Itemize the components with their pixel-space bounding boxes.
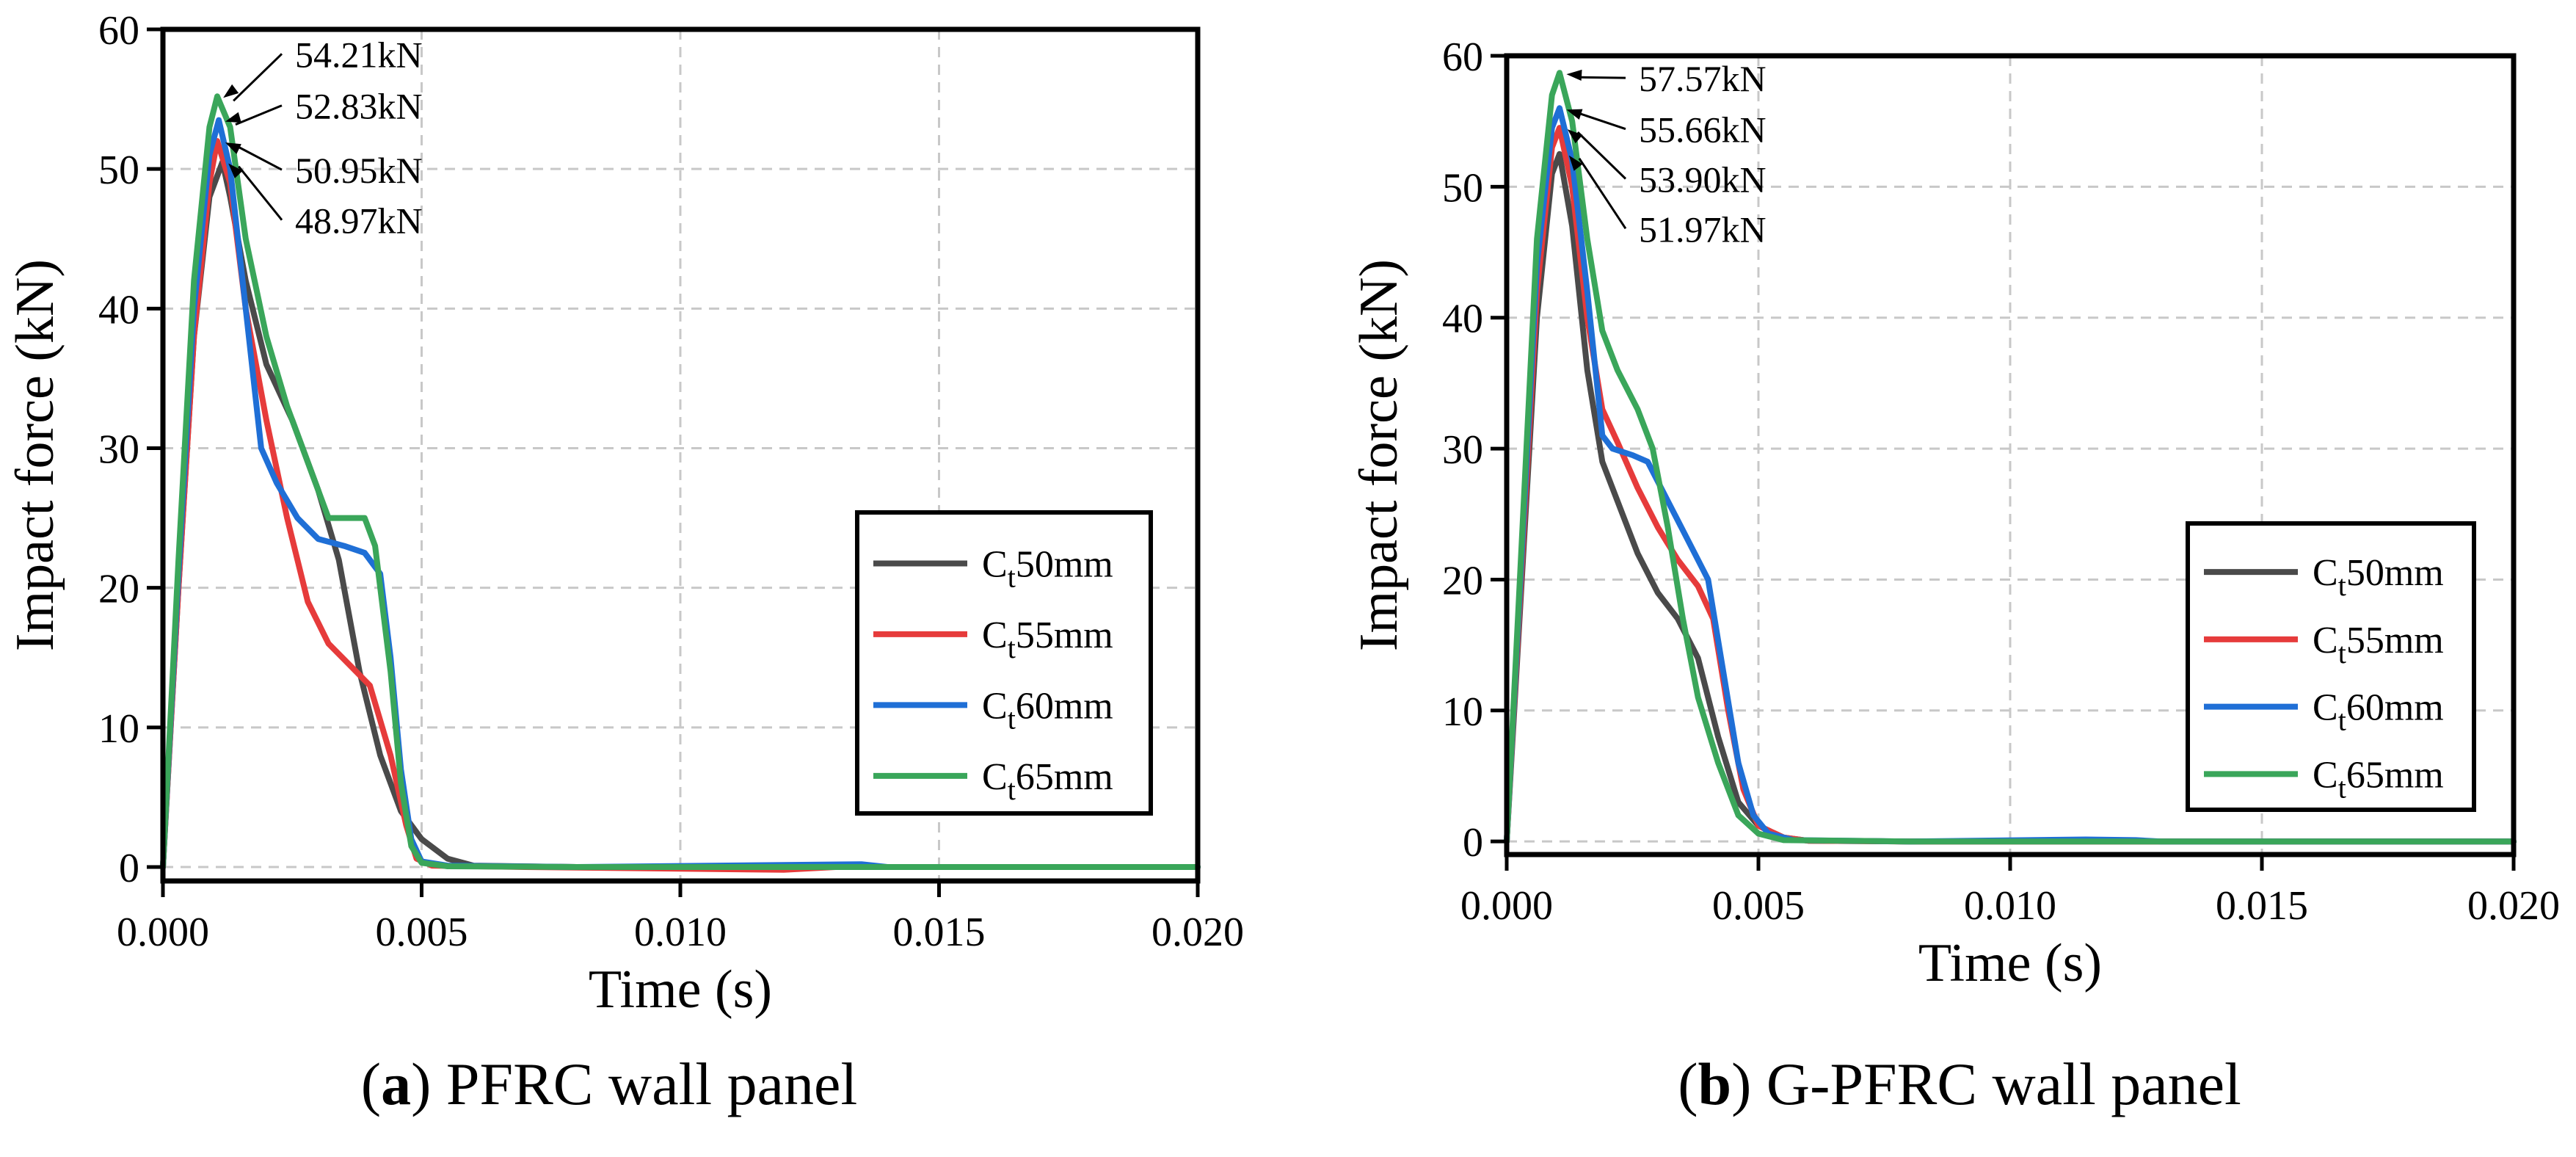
y-axis-label: Impact force (kN) [1349,259,1409,651]
annotation-leader [235,104,283,126]
annotation-leader [233,53,283,102]
y-tick-label: 30 [1442,427,1483,473]
legend-label: Ct65mm [2313,754,2444,804]
annotation-arrowhead [225,142,241,154]
caption-a: (a) PFRC wall panel [360,1051,858,1117]
legend-label: Ct60mm [982,685,1113,735]
y-tick-label: 60 [98,8,139,54]
annotation-label: 52.83kN [295,86,423,127]
legend-label: Ct50mm [2313,552,2444,602]
x-tick-label: 0.000 [117,910,209,955]
x-tick-label: 0.015 [2216,883,2308,929]
annotation-arrowhead [1567,129,1583,144]
chart-panel-b: 57.57kN 55.66kN 53.90kN 51.97kN 0.000 0.005 0.… [1349,35,2560,993]
annotation-arrowhead [1566,109,1583,120]
annotation-leader [1576,131,1627,180]
y-tick-label: 40 [1442,297,1483,342]
annotation-leader [1576,111,1626,131]
legend-label: Ct60mm [2313,687,2444,737]
annotation-label: 57.57kN [1639,58,1767,99]
caption-a-letter: a [381,1051,412,1117]
y-tick-label: 0 [1463,820,1483,866]
legend-label: Ct50mm [982,543,1113,593]
annotation-arrowhead [1566,69,1582,81]
annotation-arrowhead [223,84,239,98]
y-tick-label: 10 [1442,689,1483,735]
y-tick-label: 40 [98,287,139,333]
x-tick-label: 0.005 [376,910,468,955]
x-tick-label: 0.020 [2467,883,2560,929]
annotation-leader [1578,157,1627,230]
y-axis-label: Impact force (kN) [5,259,65,651]
x-tick-label: 0.020 [1151,910,1244,955]
annotation-label: 53.90kN [1639,159,1767,200]
annotation-label: 50.95kN [295,150,423,191]
x-axis-label: Time (s) [1918,933,2102,993]
annotation-leader [238,165,283,221]
y-tick-label: 30 [98,427,139,472]
legend: Ct50mm Ct55mm Ct60mm Ct65mm [855,510,1153,816]
annotation-arrowhead [1568,155,1583,171]
series-line-65mm [160,93,1201,870]
annotation-leader [235,144,283,171]
y-tick-label: 10 [98,706,139,752]
annotation-arrowhead [225,112,241,123]
y-tick-label: 0 [119,846,139,891]
x-axis-label: Time (s) [589,960,772,1020]
chart-panel-a: 54.21kN 52.83kN 50.95kN 48.97kN 0.000 0.005 0.… [5,8,1244,1020]
x-tick-label: 0.000 [1460,883,1553,929]
legend-label: Ct55mm [982,614,1113,664]
annotation-arrowhead [228,163,243,178]
y-tick-label: 20 [1442,558,1483,603]
caption-b-text: G-PFRC wall panel [1766,1051,2241,1117]
annotation-leader [1576,76,1626,79]
legend-label: Ct65mm [982,756,1113,806]
annotation-label: 48.97kN [295,200,423,242]
caption-b: (b) G-PFRC wall panel [1678,1051,2241,1117]
y-tick-label: 20 [98,567,139,612]
x-tick-label: 0.010 [634,910,727,955]
legend-label: Ct55mm [2313,620,2444,670]
x-tick-label: 0.010 [1964,883,2056,929]
x-tick-label: 0.005 [1712,883,1805,929]
annotation-label: 51.97kN [1639,208,1767,250]
y-tick-label: 60 [1442,35,1483,80]
series-line-65mm [1504,70,2517,845]
legend: Ct50mm Ct55mm Ct60mm Ct65mm [2186,521,2476,812]
y-tick-label: 50 [1442,165,1483,211]
annotation-label: 54.21kN [295,34,423,75]
caption-a-text: PFRC wall panel [445,1051,858,1117]
caption-b-letter: b [1698,1051,1732,1117]
y-tick-label: 50 [98,148,139,193]
x-tick-label: 0.015 [893,910,986,955]
annotation-label: 55.66kN [1639,109,1767,150]
